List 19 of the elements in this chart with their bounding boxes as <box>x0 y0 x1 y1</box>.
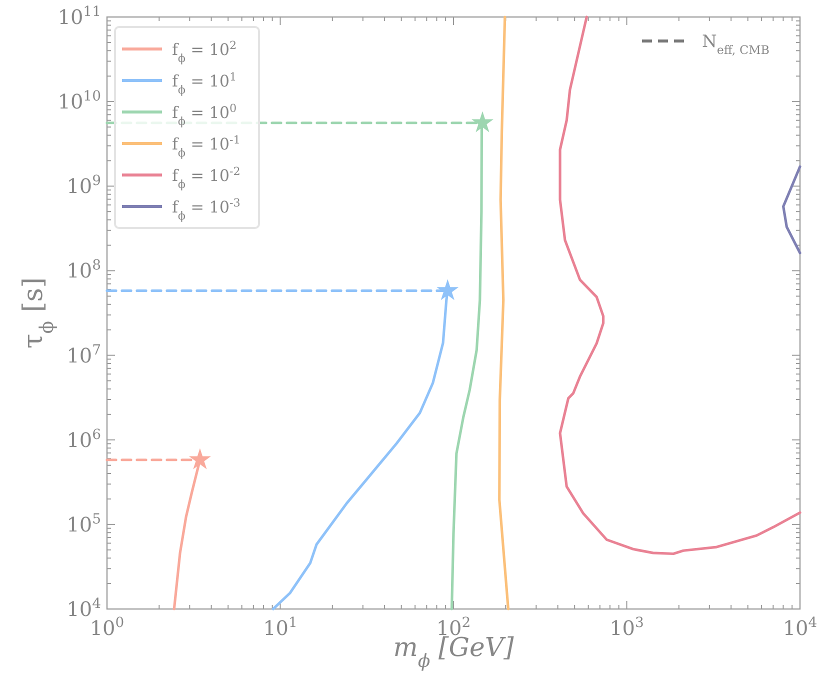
y-tick-label: 10$^{9}$ <box>66 173 101 198</box>
y-tick-label: 10$^{7}$ <box>66 342 101 368</box>
legend-label: f$_{ϕ}$ = 10$^{2}$ <box>172 38 237 64</box>
annotation: N$_{eff, CMB}$ <box>702 32 770 57</box>
line-series <box>498 16 510 610</box>
legend-label: f$_{ϕ}$ = 10$^{0}$ <box>172 102 237 128</box>
line-series <box>782 165 802 254</box>
legend-label: f$_{ϕ}$ = 10$^{-3}$ <box>172 196 240 222</box>
legend-label: f$_{ϕ}$ = 10$^{-2}$ <box>172 164 240 190</box>
x-tick-label: 10$^{1}$ <box>263 615 298 640</box>
y-tick-label: 10$^{11}$ <box>58 4 101 29</box>
y-tick-label: 10$^{10}$ <box>58 88 101 114</box>
legend-label: f$_{ϕ}$ = 10$^{-1}$ <box>172 133 240 159</box>
y-tick-label: 10$^{6}$ <box>66 426 102 452</box>
x-tick-label: 10$^{4}$ <box>782 615 818 640</box>
x-tick-label: 10$^{3}$ <box>610 615 644 640</box>
y-tick-label: 10$^{8}$ <box>66 258 101 283</box>
y-tick-label: 10$^{5}$ <box>66 511 101 536</box>
legend-label: f$_{ϕ}$ = 10$^{1}$ <box>172 70 237 96</box>
